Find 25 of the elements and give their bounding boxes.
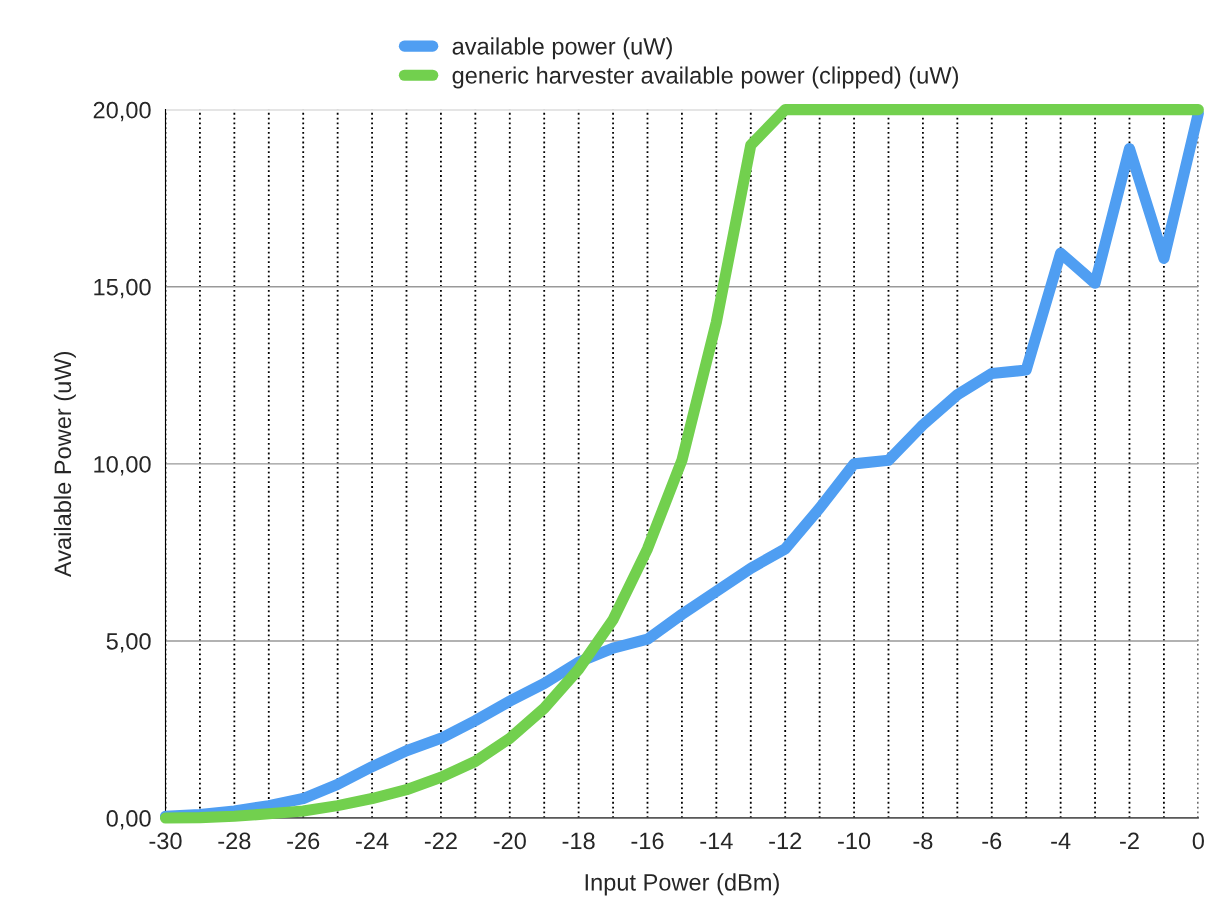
x-tick-label: -14 bbox=[700, 832, 733, 850]
y-axis-title: Available Power (uW) bbox=[53, 352, 76, 578]
x-tick-label: -20 bbox=[493, 832, 526, 850]
y-tick-label: 5,00 bbox=[106, 633, 151, 653]
x-tick-label: -10 bbox=[838, 832, 871, 850]
x-tick-label: -30 bbox=[149, 832, 182, 850]
legend-label: generic harvester available power (clipped) (uW) bbox=[452, 66, 959, 89]
x-axis-title: Input Power (dBm) bbox=[585, 873, 779, 896]
x-tick-label: -2 bbox=[1120, 832, 1139, 850]
y-tick-label: 20,00 bbox=[93, 101, 151, 122]
y-tick-label: 10,00 bbox=[94, 455, 151, 476]
x-tick-label: -26 bbox=[287, 832, 320, 850]
x-tick-label: 0 bbox=[1192, 832, 1204, 850]
y-tick-label: 15,00 bbox=[94, 278, 151, 299]
x-tick-label: -4 bbox=[1051, 832, 1071, 850]
x-tick-label: -16 bbox=[631, 832, 664, 850]
x-tick-label: -24 bbox=[356, 832, 389, 850]
x-tick-label: -28 bbox=[218, 832, 251, 850]
x-tick-label: -12 bbox=[769, 832, 802, 850]
legend-label: available power (uW) bbox=[452, 37, 672, 60]
x-tick-label: -6 bbox=[982, 832, 1002, 850]
x-tick-label: -22 bbox=[424, 832, 457, 850]
x-tick-label: -18 bbox=[562, 832, 595, 850]
y-tick-label: 0,00 bbox=[106, 810, 151, 830]
x-tick-label: -8 bbox=[913, 832, 933, 850]
